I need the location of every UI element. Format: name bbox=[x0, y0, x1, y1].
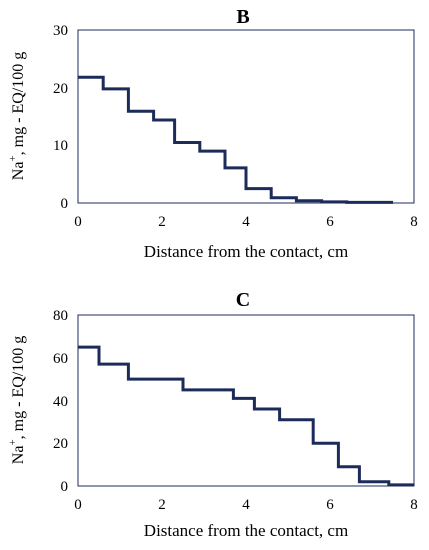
chart-b: B 0 10 20 30 0 2 4 6 8 Distance from the… bbox=[7, 6, 418, 261]
chart-b-y-axis-label: Na+, mg - EQ/100 g bbox=[7, 52, 27, 180]
chart-b-x-axis-label: Distance from the contact, cm bbox=[144, 242, 348, 261]
chart-c-x-tick: 4 bbox=[242, 497, 250, 513]
chart-b-y-label-rest: , mg - EQ/100 g bbox=[10, 52, 27, 156]
chart-c-y-label-main: Na bbox=[10, 446, 27, 465]
chart-b-y-tick: 10 bbox=[53, 138, 68, 154]
chart-c-y-tick: 20 bbox=[53, 436, 68, 452]
chart-c-y-tick: 80 bbox=[53, 308, 68, 324]
chart-b-x-tick: 0 bbox=[74, 214, 82, 230]
chart-c-x-axis-label: Distance from the contact, cm bbox=[144, 521, 348, 540]
chart-c-x-tick: 6 bbox=[326, 497, 334, 513]
chart-c-x-ticks: 0 2 4 6 8 bbox=[74, 497, 418, 513]
chart-c-y-tick: 40 bbox=[53, 394, 68, 410]
chart-c-plot-frame bbox=[77, 314, 415, 487]
chart-b-y-tick: 0 bbox=[61, 196, 69, 212]
chart-b-x-tick: 2 bbox=[158, 214, 166, 230]
chart-b-x-tick: 4 bbox=[242, 214, 250, 230]
chart-c-x-tick: 8 bbox=[410, 497, 418, 513]
chart-b-x-tick: 6 bbox=[326, 214, 334, 230]
chart-c: C 0 20 40 60 80 0 2 4 6 8 Distance from … bbox=[7, 289, 418, 540]
chart-c-title: C bbox=[236, 289, 250, 311]
chart-c-y-label-sup: + bbox=[7, 439, 19, 445]
chart-b-y-label-main: Na bbox=[10, 162, 27, 181]
chart-b-y-label-sup: + bbox=[7, 155, 19, 161]
chart-c-y-axis-label: Na+, mg - EQ/100 g bbox=[7, 336, 27, 464]
chart-c-y-ticks: 0 20 40 60 80 bbox=[53, 308, 68, 495]
chart-c-y-tick: 0 bbox=[61, 479, 69, 495]
chart-b-plot-frame bbox=[77, 29, 415, 204]
chart-b-title: B bbox=[236, 6, 249, 28]
chart-b-series-line bbox=[78, 75, 393, 204]
chart-c-x-tick: 2 bbox=[158, 497, 166, 513]
chart-b-x-ticks: 0 2 4 6 8 bbox=[74, 214, 418, 230]
chart-b-y-ticks: 0 10 20 30 bbox=[53, 23, 68, 212]
chart-c-y-tick: 60 bbox=[53, 351, 68, 367]
chart-b-y-tick: 20 bbox=[53, 81, 68, 97]
chart-c-series-line bbox=[78, 345, 414, 487]
chart-c-y-label-rest: , mg - EQ/100 g bbox=[10, 336, 27, 440]
chart-c-x-tick: 0 bbox=[74, 497, 82, 513]
chart-b-y-tick: 30 bbox=[53, 23, 68, 39]
chart-b-x-tick: 8 bbox=[410, 214, 418, 230]
